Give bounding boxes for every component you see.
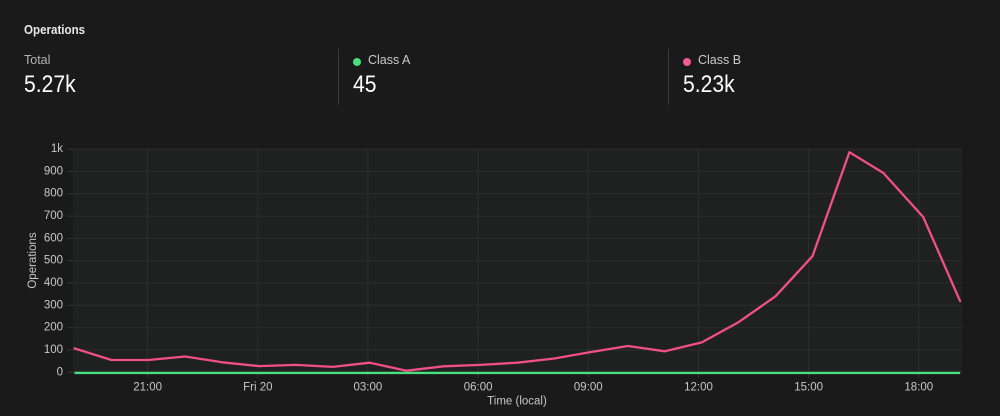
svg-text:500: 500: [44, 255, 63, 267]
svg-text:200: 200: [44, 322, 63, 334]
svg-text:900: 900: [44, 165, 63, 177]
svg-text:Time (local): Time (local): [487, 396, 547, 408]
svg-text:18:00: 18:00: [904, 382, 933, 394]
svg-text:Fri 20: Fri 20: [243, 382, 272, 394]
svg-text:100: 100: [44, 344, 63, 356]
svg-text:300: 300: [44, 299, 63, 311]
svg-text:1k: 1k: [51, 143, 63, 155]
svg-text:03:00: 03:00: [354, 382, 383, 394]
svg-text:400: 400: [44, 277, 63, 289]
svg-text:Operations: Operations: [27, 232, 39, 289]
svg-text:15:00: 15:00: [794, 382, 823, 394]
svg-text:700: 700: [44, 210, 63, 222]
svg-text:09:00: 09:00: [574, 382, 603, 394]
svg-text:12:00: 12:00: [684, 382, 713, 394]
svg-text:21:00: 21:00: [133, 382, 162, 394]
svg-text:06:00: 06:00: [464, 382, 493, 394]
svg-text:600: 600: [44, 232, 63, 244]
svg-text:800: 800: [44, 188, 63, 200]
svg-text:0: 0: [57, 366, 63, 378]
